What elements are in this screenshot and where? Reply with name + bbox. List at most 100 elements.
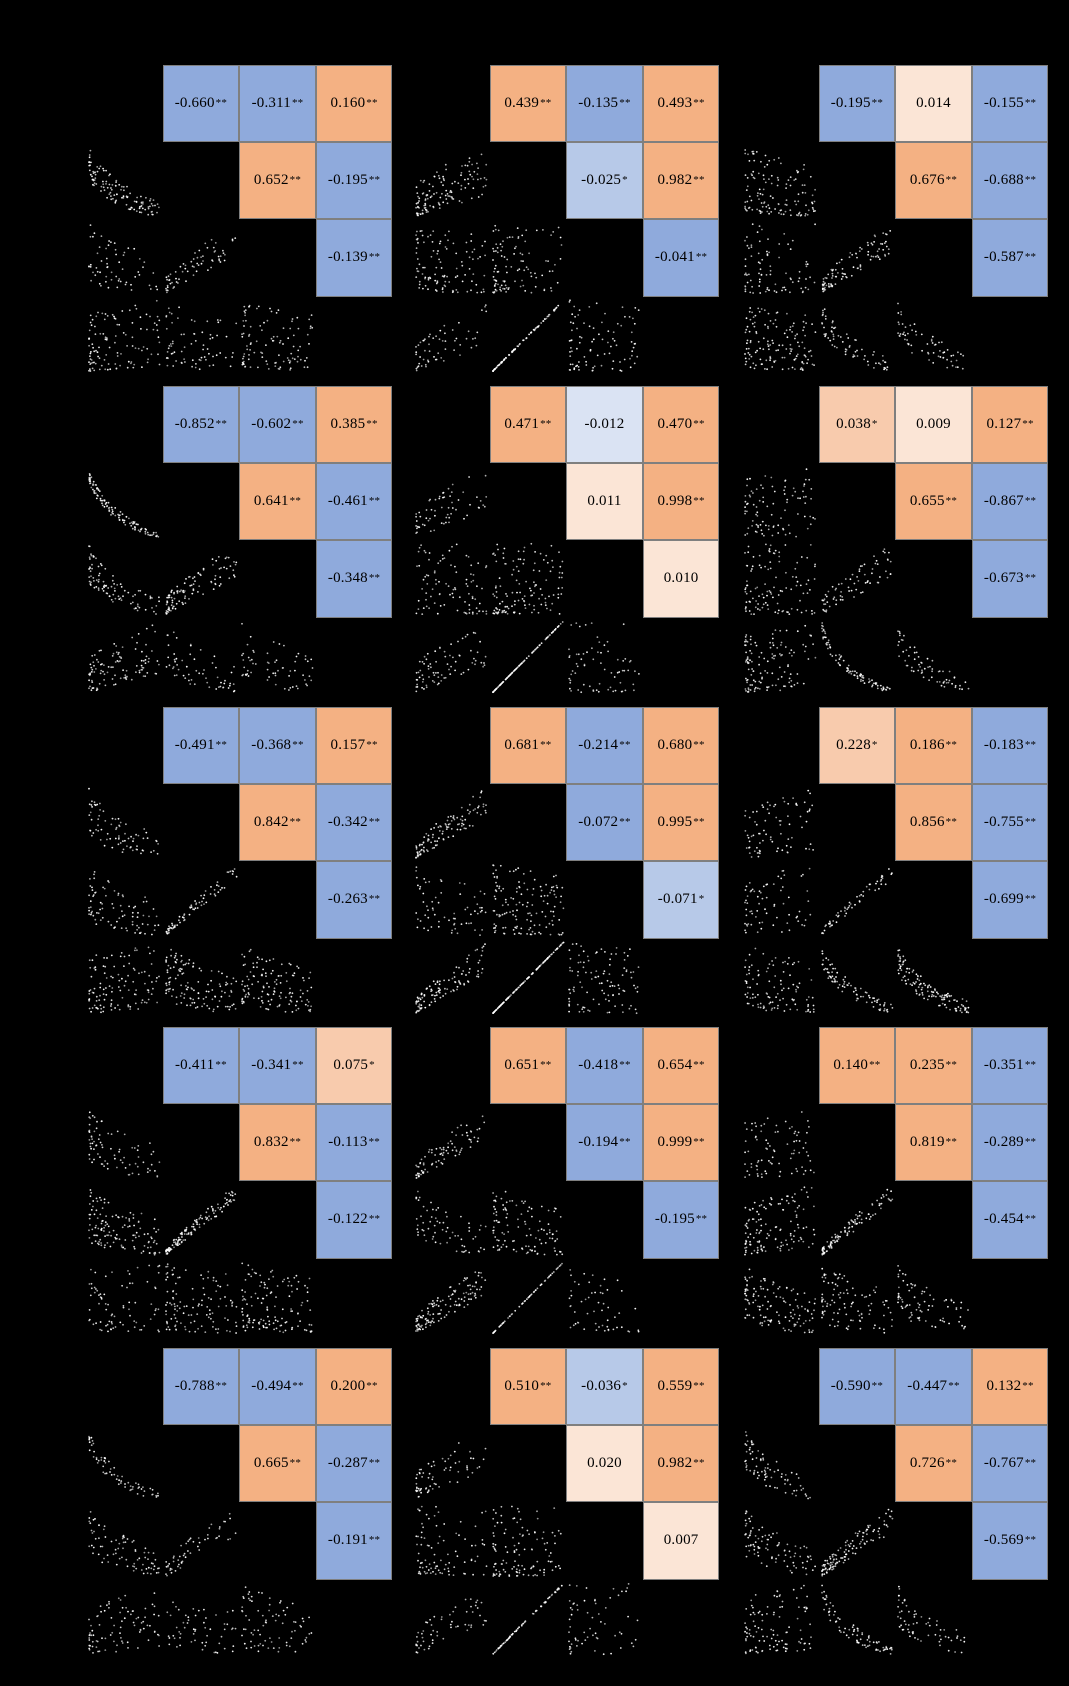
scatter-plot-v1-v4 (415, 942, 486, 1014)
corr-cell-v3-v4: -0.454 ** (971, 1181, 1049, 1259)
scatter-plot-v1-v4 (415, 1270, 487, 1332)
corr-cell-v1-v4: -0.183 ** (971, 707, 1049, 785)
significance-stars: ** (1024, 174, 1037, 187)
scatter-plot-v1-v2 (88, 149, 160, 216)
significance-stars: ** (871, 97, 884, 110)
scatter-plot-v3-v4 (241, 304, 314, 371)
significance-stars: ** (945, 816, 958, 829)
corr-cell-v3-v4: -0.122 ** (315, 1181, 393, 1259)
significance-stars: ** (945, 739, 958, 752)
scatter-plot-v1-v4 (415, 1597, 487, 1654)
significance-stars: ** (619, 1136, 631, 1149)
corr-value: -0.351 (983, 1057, 1024, 1074)
panel-r5c3: -0.590 ** -0.447 ** 0.132 ** 0.726 ** -0.767 ** -0… (742, 1348, 1049, 1657)
scatter-plot-v3-v4 (897, 629, 970, 690)
corr-cell-v2-v3: 0.842 ** (239, 784, 316, 862)
corr-value: 0.157 (330, 737, 366, 754)
corr-value: -0.195 (327, 172, 368, 189)
corr-value: 0.011 (587, 493, 622, 510)
scatter-plot-v1-v2 (415, 474, 488, 535)
panel-r5c1: -0.788 ** -0.494 ** 0.200 ** 0.665 ** -0.287 ** -0… (86, 1348, 393, 1657)
significance-stars: ** (292, 1380, 304, 1393)
corr-cell-v2-v4: 0.998 ** (642, 463, 720, 541)
scatter-plot-v1-v3 (744, 543, 816, 616)
corr-value: 0.982 (657, 172, 693, 189)
corr-cell-v1-v4: 0.075 * (315, 1027, 393, 1105)
corr-value: -0.194 (578, 1134, 619, 1151)
corr-cell-v3-v4: -0.139 ** (315, 219, 393, 297)
significance-stars: ** (619, 97, 631, 110)
scatter-plot-v2-v3 (164, 1513, 237, 1577)
corr-cell-v2-v3: 0.641 ** (239, 463, 316, 541)
corr-cell-v2-v3: 0.665 ** (239, 1425, 316, 1503)
scatter-plot-v2-v4 (164, 305, 237, 370)
panel-r2c3: 0.038 * 0.009 0.127 ** 0.655 ** -0.867 ** -0.673 *… (742, 386, 1049, 695)
corr-value: 0.559 (657, 1378, 693, 1395)
corr-cell-v1-v2: -0.411 ** (162, 1027, 240, 1105)
corr-value: -0.214 (578, 737, 619, 754)
corr-value: 0.493 (657, 95, 693, 112)
corr-cell-v2-v4: -0.195 ** (315, 142, 393, 220)
corr-cell-v1-v3: -0.311 ** (239, 65, 316, 143)
scatter-plot-v3-v4 (241, 948, 313, 1013)
significance-stars: ** (292, 418, 304, 431)
scatter-plot-v1-v2 (744, 789, 814, 859)
scatter-plot-v2-v4 (820, 621, 891, 691)
scatter-plot-v2-v4 (165, 1600, 236, 1654)
corr-value: 0.200 (330, 1378, 366, 1395)
significance-stars: ** (215, 97, 228, 110)
corr-value: 0.186 (909, 737, 945, 754)
significance-stars: ** (1024, 1136, 1037, 1149)
significance-stars: ** (1024, 1213, 1037, 1226)
corr-value: -0.688 (983, 172, 1024, 189)
corr-value: 0.228 (836, 737, 871, 754)
scatter-plot-v1-v2 (415, 153, 488, 217)
corr-value: -0.341 (251, 1057, 292, 1074)
scatter-plot-v3-v4 (897, 948, 970, 1013)
corr-value: -0.368 (251, 737, 292, 754)
significance-stars: ** (871, 1380, 884, 1393)
corr-cell-v1-v4: -0.155 ** (971, 65, 1049, 143)
significance-stars: ** (693, 739, 705, 752)
scatter-plot-v1-v2 (88, 787, 159, 855)
scatter-plot-v2-v3 (821, 230, 891, 293)
scatter-plot-v1-v3 (415, 1506, 488, 1577)
corr-value: 0.999 (657, 1134, 693, 1151)
scatter-plot-v1-v4 (88, 623, 160, 691)
corr-cell-v2-v4: -0.113 ** (315, 1104, 393, 1182)
scatter-plot-v2-v3 (491, 864, 564, 937)
significance-stars: ** (695, 1213, 708, 1226)
scatter-plot-v2-v4 (165, 630, 235, 692)
scatter-plot-v1-v4 (88, 1264, 161, 1333)
corr-value: -0.041 (654, 249, 695, 266)
scatter-plot-v2-v3 (491, 1505, 562, 1578)
corr-cell-v3-v4: -0.673 ** (971, 540, 1049, 618)
corr-value: 0.132 (986, 1378, 1022, 1395)
corr-value: -0.139 (327, 249, 368, 266)
corr-value: -0.348 (327, 570, 368, 587)
corr-value: 0.856 (909, 814, 945, 831)
corr-cell-v1-v3: 0.186 ** (895, 707, 972, 785)
significance-stars: ** (693, 816, 705, 829)
corr-value: 0.160 (330, 95, 366, 112)
corr-cell-v1-v2: 0.228 * (818, 707, 896, 785)
significance-stars: ** (366, 418, 378, 431)
corr-cell-v2-v3: 0.020 (566, 1425, 643, 1503)
scatter-plot-v2-v4 (820, 1584, 893, 1655)
corr-value: -0.788 (174, 1378, 215, 1395)
corr-value: 0.439 (504, 95, 540, 112)
significance-stars: ** (1024, 1534, 1037, 1547)
scatter-plot-v2-v3 (164, 556, 237, 616)
corr-value: -0.122 (327, 1211, 368, 1228)
corr-value: 0.654 (657, 1057, 693, 1074)
significance-stars: ** (945, 174, 958, 187)
corr-value: -0.289 (983, 1134, 1024, 1151)
corr-cell-v1-v2: -0.195 ** (818, 65, 896, 143)
corr-value: -0.660 (174, 95, 215, 112)
corr-value: 0.652 (253, 172, 289, 189)
panel-r3c2: 0.681 ** -0.214 ** 0.680 ** -0.072 ** 0.995 ** -0.… (413, 707, 720, 1016)
corr-value: 0.998 (657, 493, 693, 510)
significance-stars: ** (945, 1059, 958, 1072)
corr-cell-v2-v4: -0.867 ** (971, 463, 1049, 541)
corr-value: -0.699 (983, 891, 1024, 908)
